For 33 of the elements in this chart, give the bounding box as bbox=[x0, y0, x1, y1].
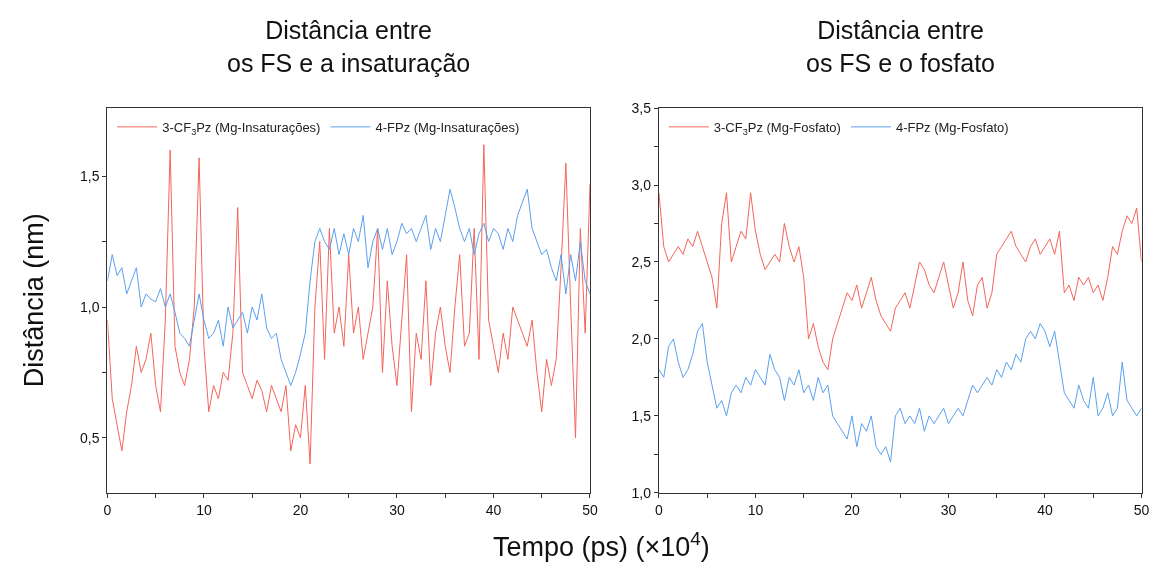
x-tick-label: 0 bbox=[103, 501, 112, 518]
y-tick-label: 0,5 bbox=[80, 429, 100, 446]
line-series bbox=[107, 188, 590, 387]
x-tick-label: 30 bbox=[389, 501, 405, 518]
x-tick-label: 40 bbox=[1037, 501, 1053, 518]
legend-label: 3-CF$_{3}$Pz (Mg-Insaturações) bbox=[162, 119, 321, 137]
x-tick-label: 50 bbox=[1133, 501, 1150, 518]
x-tick-label: 20 bbox=[844, 501, 860, 518]
y-axis-title: Distância (nm) bbox=[19, 213, 50, 388]
x-axis-title: Tempo (ps) (×10$^{4}$) bbox=[493, 528, 710, 563]
x-tick-label: 10 bbox=[747, 501, 764, 518]
y-tick-label: 1,0 bbox=[631, 484, 652, 501]
x-tick-label: 50 bbox=[582, 501, 598, 518]
line-series bbox=[658, 192, 1142, 371]
y-tick-label: 1,5 bbox=[631, 407, 652, 424]
y-tick-label: 1,0 bbox=[80, 298, 100, 315]
x-tick-label: 40 bbox=[485, 501, 502, 518]
chart-title: Distância entre os FS e o fosfato bbox=[806, 16, 995, 77]
y-tick-label: 1,5 bbox=[80, 168, 100, 185]
y-tick-label: 3,0 bbox=[631, 176, 652, 193]
y-tick-label: 2,0 bbox=[631, 330, 652, 347]
legend-label: 3-CF$_{3}$Pz (Mg-Fosfato) bbox=[713, 119, 841, 137]
line-series bbox=[658, 323, 1142, 463]
x-tick-label: 30 bbox=[940, 501, 957, 518]
chart-title: Distância entre os FS e a insaturação bbox=[227, 16, 471, 77]
y-tick-label: 3,5 bbox=[631, 99, 652, 116]
x-tick-label: 10 bbox=[196, 501, 212, 518]
legend-label: 4-FPz (Mg-Insaturações) bbox=[375, 119, 520, 135]
legend-label: 4-FPz (Mg-Fosfato) bbox=[895, 119, 1009, 135]
line-series bbox=[107, 144, 590, 465]
x-tick-label: 20 bbox=[292, 501, 309, 518]
x-tick-label: 0 bbox=[655, 501, 664, 518]
y-tick-label: 2,5 bbox=[631, 253, 652, 270]
